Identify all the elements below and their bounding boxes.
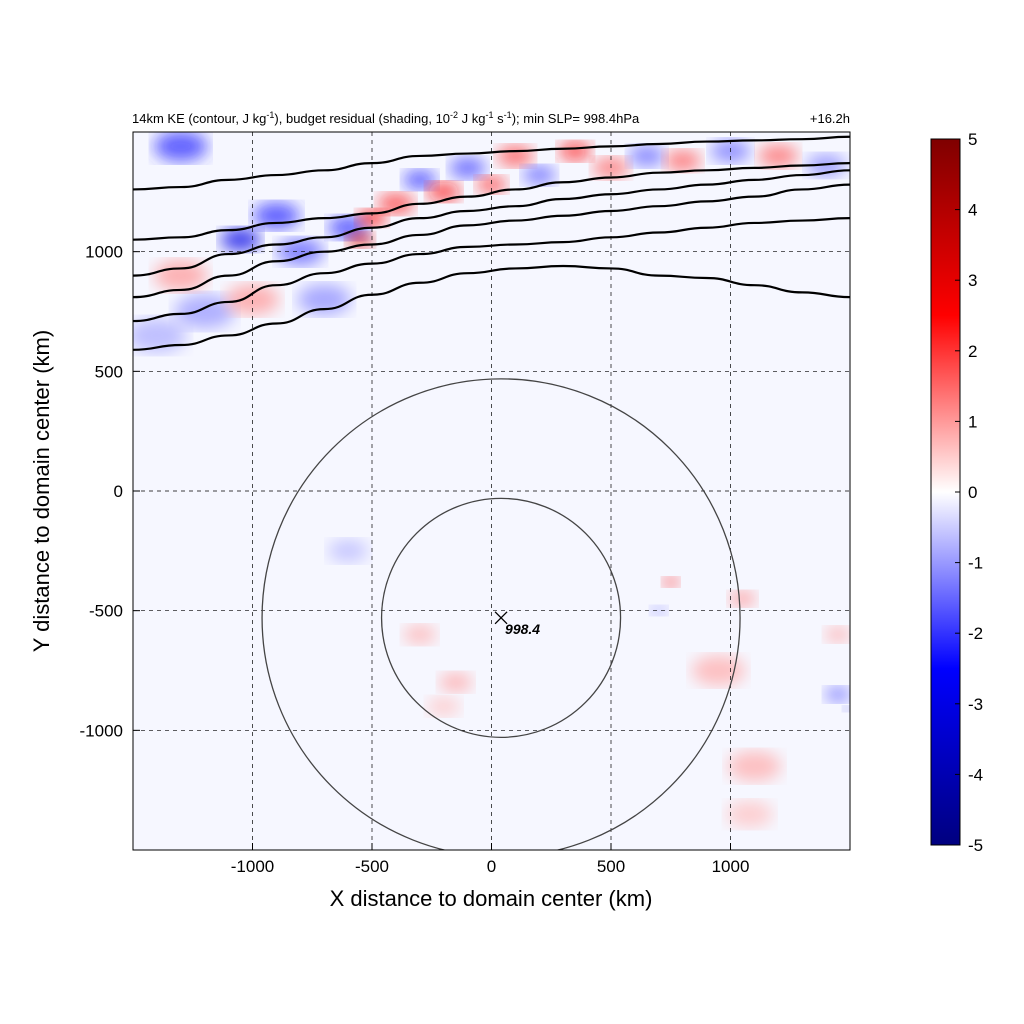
range-circle-1000km [261,378,741,850]
residual-anomaly-24 [154,260,208,291]
colorbar-tick-label-2: 3 [968,271,977,290]
residual-anomaly-34 [727,750,782,782]
storm-center: 998.4 [494,611,540,637]
residual-anomaly-32 [729,591,756,607]
ke-contour-0 [133,264,850,351]
residual-anomaly-35 [726,800,774,828]
x-axis-label: X distance to domain center (km) [330,886,653,911]
ke-contours [133,135,850,351]
y-tick-label-4: 1000 [85,243,123,262]
residual-anomaly-17 [664,150,702,172]
residual-anomaly-0 [154,132,208,162]
ke-contour-2 [133,183,850,299]
x-axis-ticks: -1000 -500 0 500 1000 [231,843,750,876]
residual-anomaly-16 [628,145,666,167]
residual-anomaly-14 [558,141,592,161]
colorbar-tick-label-5: 0 [968,483,977,502]
residual-anomaly-28 [438,672,473,693]
residual-anomaly-38 [842,705,850,712]
colorbar-tick-label-8: -3 [968,695,983,714]
ke-contour-4 [133,162,850,241]
range-circle-500km [380,497,622,738]
residual-anomaly-33 [691,655,746,686]
y-tick-label-0: -1000 [80,721,123,740]
plot-area: 998.4 [132,131,851,851]
y-axis-ticks: -1000 -500 0 500 1000 [80,243,140,740]
residual-anomaly-23 [297,284,351,315]
residual-anomaly-12 [496,145,534,167]
x-tick-label-2: 0 [487,857,496,876]
chart-time-label: +16.2h [810,111,850,126]
x-tick-label-1: -500 [355,857,389,876]
colorbar-tick-label-7: -2 [968,624,983,643]
storm-center-label: 998.4 [505,621,540,637]
colorbar-tick-label-9: -4 [968,765,983,784]
residual-anomaly-19 [758,144,799,168]
ke-contour-3 [133,169,850,277]
colorbar-ticks: 5 4 3 2 1 0 -1 -2 -3 -4 -5 [955,130,983,855]
chart-title: 14km KE (contour, J kg-1), budget residu… [132,110,640,126]
residual-anomaly-26 [328,539,369,563]
residual-anomaly-37 [824,626,850,643]
colorbar-tick-label-3: 2 [968,342,977,361]
x-tick-label-0: -1000 [231,857,274,876]
colorbar-tick-label-1: 4 [968,201,977,220]
residual-anomaly-30 [662,577,680,587]
storm-center-marker [494,611,508,625]
plot-background [133,132,850,850]
colorbar: 5 4 3 2 1 0 -1 -2 -3 -4 -5 [930,130,983,855]
residual-anomaly-1 [220,228,261,252]
colorbar-tick-label-4: 1 [968,412,977,431]
y-tick-label-3: 500 [95,362,123,381]
colorbar-tick-label-0: 5 [968,130,977,149]
x-tick-label-4: 1000 [712,857,750,876]
residual-anomaly-5 [346,232,374,248]
residual-anomaly-25 [133,318,188,353]
y-tick-label-2: 0 [114,482,123,501]
ke-contour-1 [133,217,850,323]
colorbar-tick-label-10: -5 [968,836,983,855]
residual-anomaly-3 [276,238,324,266]
y-tick-label-1: -500 [89,602,123,621]
residual-anomaly-13 [522,165,557,185]
residual-anomaly-8 [403,170,437,190]
residual-anomaly-7 [377,193,415,215]
colorbar-tick-label-6: -1 [968,554,983,573]
residual-anomaly-31 [650,605,668,616]
residual-anomaly-22 [225,284,280,315]
residual-anomaly-29 [426,696,461,716]
ke-contour-5 [133,135,850,191]
residual-anomaly-10 [449,157,487,179]
residual-anomaly-36 [824,686,850,703]
residual-anomaly-9 [426,182,461,202]
residual-anomaly-27 [403,625,437,645]
residual-anomaly-11 [476,176,507,194]
range-circles [261,378,741,850]
y-axis-label: Y distance to domain center (km) [29,330,54,652]
x-tick-label-3: 500 [597,857,625,876]
